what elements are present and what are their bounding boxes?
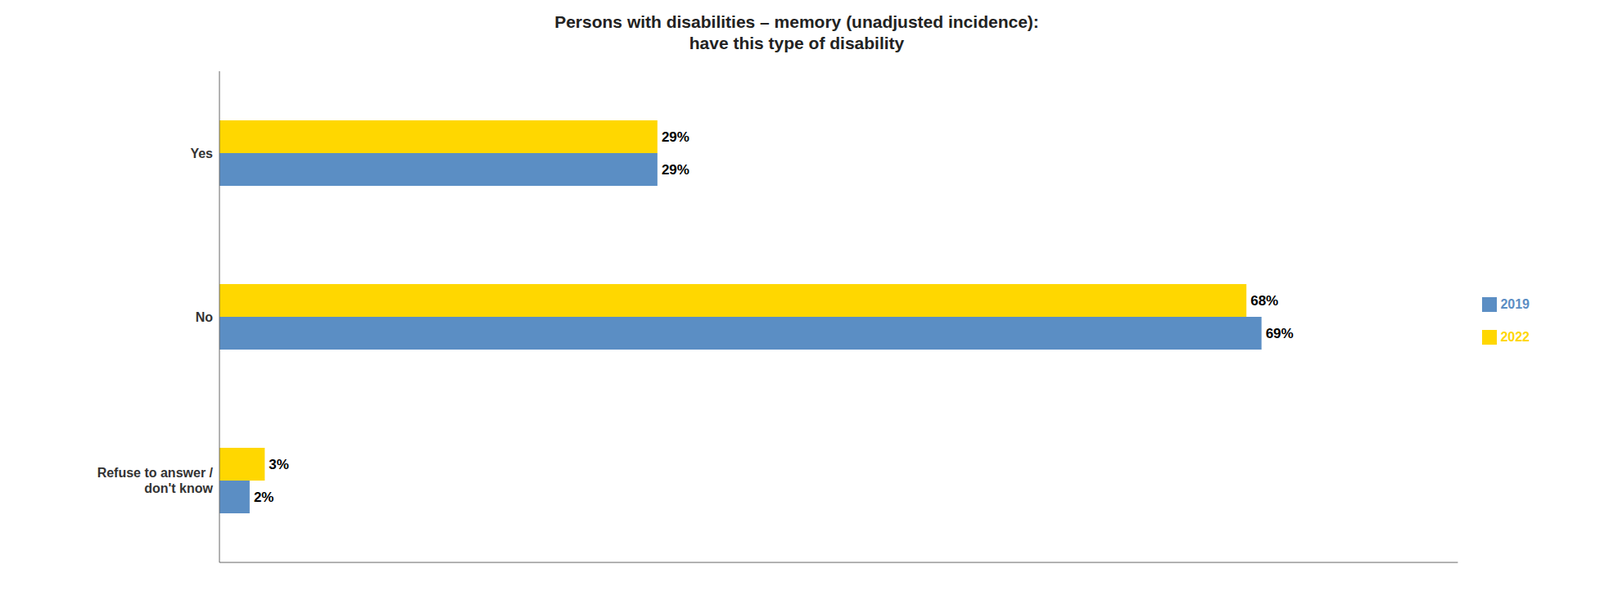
- svg-text:29%: 29%: [661, 162, 690, 178]
- svg-text:68%: 68%: [1250, 293, 1279, 309]
- html-text:Persons with disabilities – me: Persons with disabilities – memory (unad…: [554, 12, 1039, 53]
- svg-text:Yes: Yes: [189, 145, 213, 160]
- svg-text:69%: 69%: [1265, 325, 1294, 342]
- svg-text:2%: 2%: [253, 489, 275, 506]
- svg-text:No: No: [195, 309, 214, 324]
- html-text:2022: 2022: [1500, 329, 1530, 344]
- svg-text:Refuse to answer /don't know: Refuse to answer /don't know: [97, 465, 214, 496]
- html-text:2019: 2019: [1500, 296, 1530, 311]
- svg-text:3%: 3%: [268, 456, 290, 473]
- svg-text:29%: 29%: [661, 129, 690, 145]
